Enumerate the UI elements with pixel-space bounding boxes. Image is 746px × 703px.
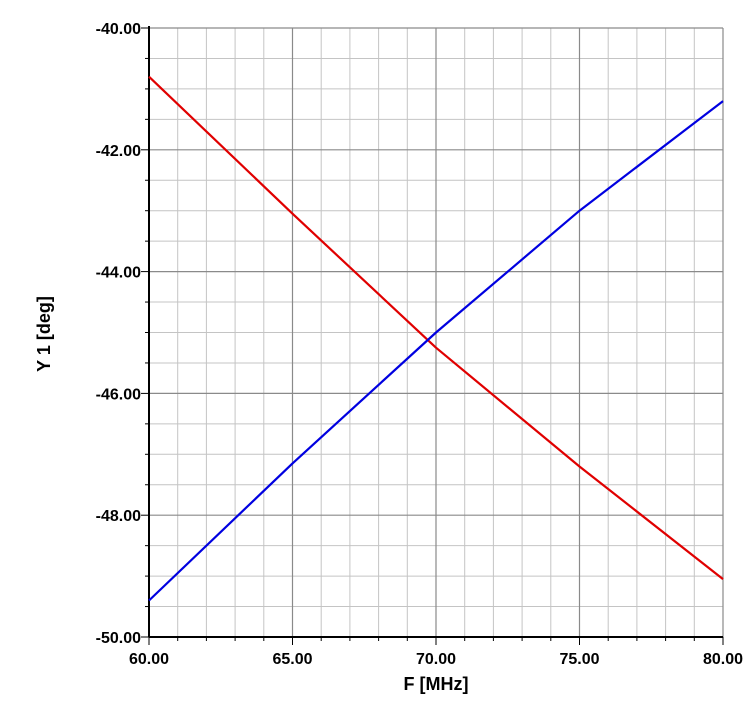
y-tick-label: -42.00 [96, 143, 141, 160]
y-tick-label: -48.00 [96, 508, 141, 525]
series-layer [148, 75, 724, 602]
series-line-1 [148, 75, 724, 580]
x-tick-label: 80.00 [703, 651, 743, 668]
x-axis-label: F [MHz] [404, 674, 469, 694]
y-tick-label: -46.00 [96, 386, 141, 403]
y-axis-label: Y 1 [deg] [34, 296, 54, 372]
y-tick-label: -50.00 [96, 630, 141, 647]
x-tick-label: 60.00 [129, 651, 169, 668]
y-tick-label: -44.00 [96, 265, 141, 282]
x-tick-label: 70.00 [416, 651, 456, 668]
x-tick-label: 75.00 [559, 651, 599, 668]
grid [148, 27, 724, 638]
tick-labels: 60.00 65.00 70.00 75.00 80.00 -40.00 -42.00 -44… [96, 21, 743, 668]
series-line-2 [148, 100, 724, 602]
x-tick-label: 65.00 [272, 651, 312, 668]
y-tick-label: -40.00 [96, 21, 141, 38]
axes [141, 26, 724, 645]
